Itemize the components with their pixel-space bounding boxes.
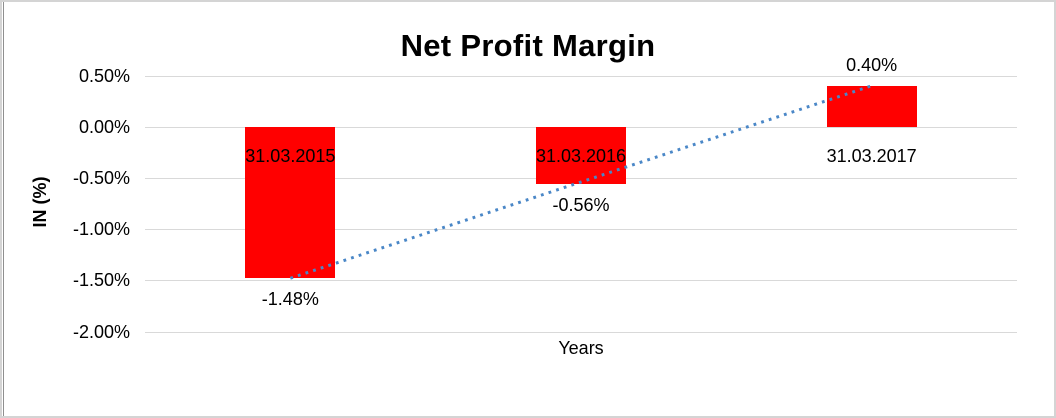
y-tick-label: -2.00% [72, 321, 130, 342]
y-tick-label: 0.50% [78, 65, 130, 86]
y-tick-label: -0.50% [72, 167, 130, 188]
bar-31.03.2017[interactable] [826, 85, 917, 127]
y-axis-title: IN (%) [30, 176, 50, 228]
data-label: -1.48% [261, 289, 319, 310]
frame-left-border [3, 2, 4, 416]
chart-title: Net Profit Margin [400, 28, 656, 63]
category-label: 31.03.2016 [535, 145, 627, 166]
category-label: 31.03.2017 [826, 145, 917, 166]
data-label: -0.56% [552, 195, 610, 216]
gridline [145, 280, 1017, 282]
gridline [145, 75, 1017, 77]
data-label: 0.40% [846, 54, 898, 75]
y-tick-label: -1.00% [72, 219, 130, 240]
category-label: 31.03.2015 [245, 145, 336, 166]
x-axis-title: Years [558, 338, 604, 358]
y-tick-label: 0.00% [78, 116, 130, 137]
y-tick-label: -1.50% [72, 270, 130, 291]
gridline [145, 331, 1017, 333]
